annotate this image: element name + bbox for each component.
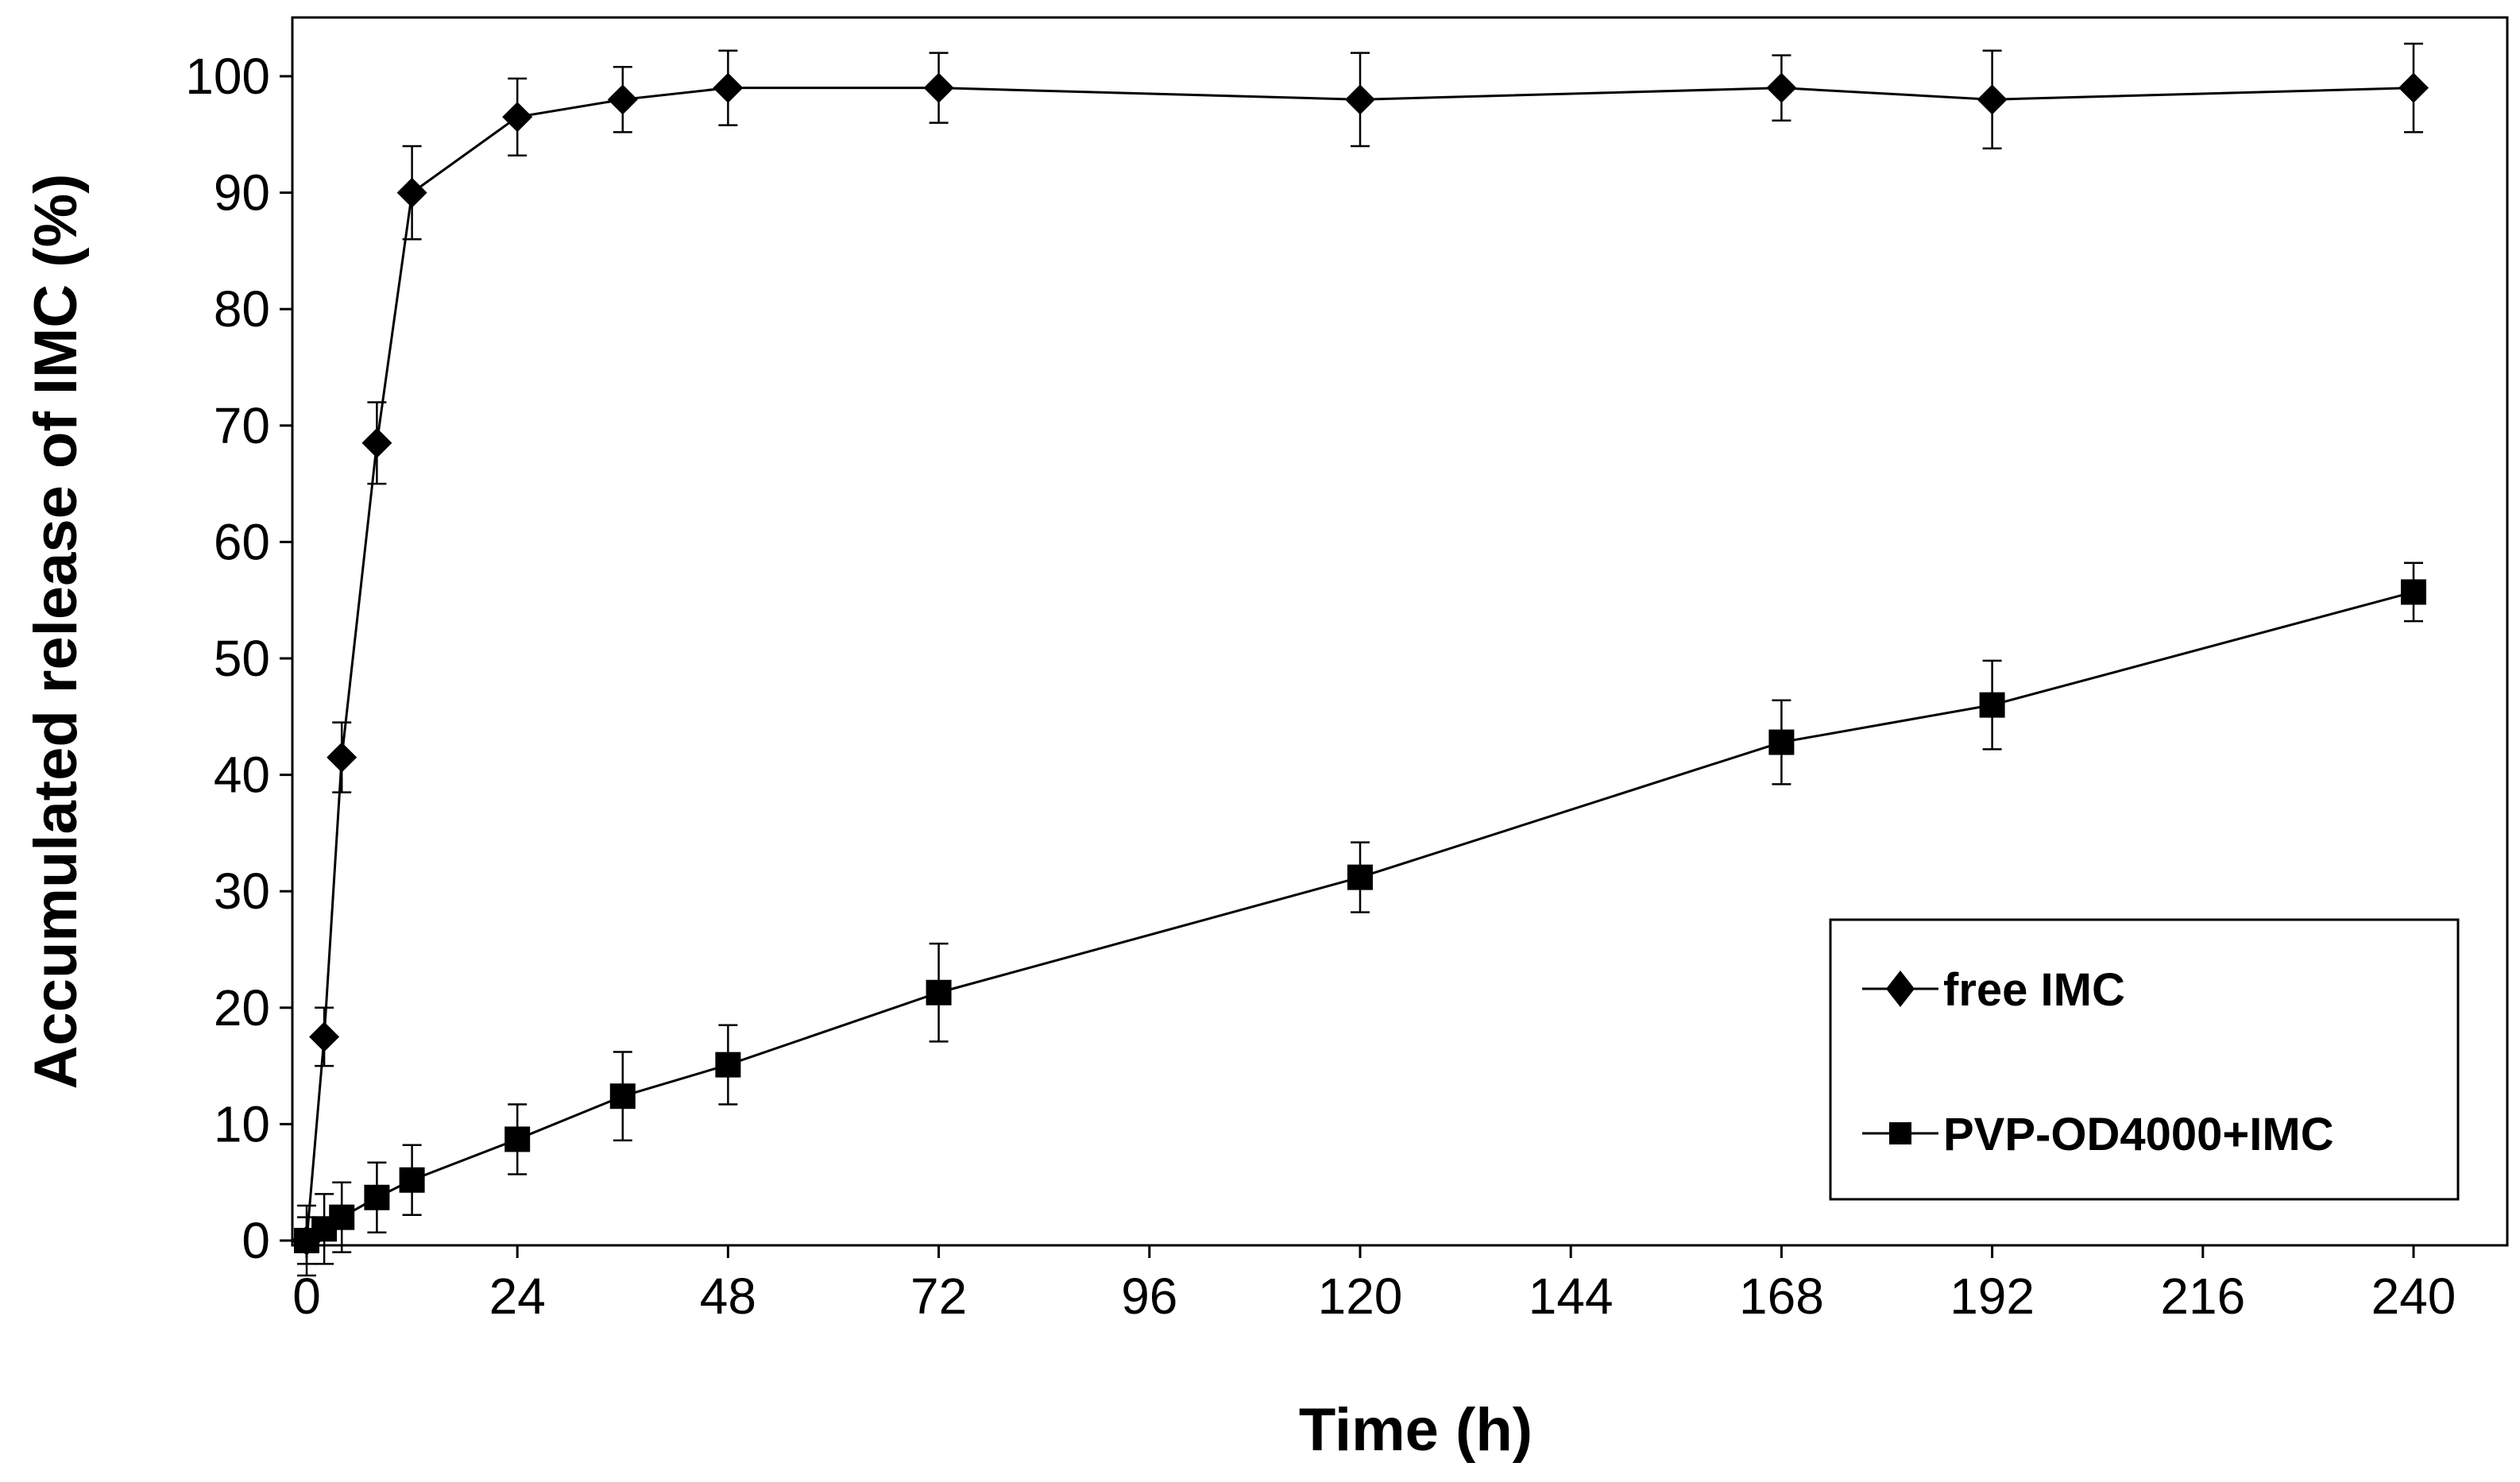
- x-tick-label: 240: [2371, 1268, 2456, 1325]
- series-free-imc: [292, 42, 2429, 1277]
- data-point-diamond: [1345, 84, 1375, 115]
- y-tick-label: 100: [185, 48, 270, 105]
- data-point-diamond: [361, 427, 392, 458]
- x-tick-label: 72: [910, 1268, 967, 1325]
- x-axis-ticks: 0 24 48 72 96 120 144 168 192 216 240: [292, 1245, 2456, 1325]
- y-tick-label: 10: [214, 1095, 270, 1152]
- legend-box: [1829, 918, 2460, 1201]
- legend-free-imc-diamond-icon: [1886, 971, 1915, 1007]
- data-point-diamond: [502, 102, 533, 133]
- x-tick-label: 144: [1529, 1268, 1614, 1325]
- data-point-diamond: [2398, 72, 2429, 103]
- series-layer: [292, 42, 2429, 1277]
- y-tick-label: 0: [242, 1212, 270, 1269]
- y-tick-label: 60: [214, 513, 270, 570]
- x-tick-label: 0: [292, 1268, 321, 1325]
- y-tick-label: 20: [214, 979, 270, 1036]
- y-axis-ticks: 0 10 20 30 40 50 60 70 80 90 100: [185, 48, 292, 1269]
- data-point-square: [609, 1083, 636, 1110]
- data-point-square: [504, 1126, 531, 1152]
- data-point-diamond: [396, 177, 427, 208]
- x-tick-label: 96: [1121, 1268, 1177, 1325]
- data-point-diamond: [923, 72, 954, 103]
- data-point-diamond: [1977, 84, 2008, 115]
- data-point-diamond: [607, 84, 638, 115]
- y-tick-label: 90: [214, 164, 270, 222]
- legend: free IMC PVP-OD4000+IMC: [1829, 918, 2460, 1201]
- data-point-square: [329, 1204, 355, 1230]
- data-point-square: [1979, 692, 2005, 718]
- x-tick-label: 48: [700, 1268, 756, 1325]
- y-tick-label: 50: [214, 630, 270, 687]
- data-point-square: [1768, 729, 1795, 755]
- x-tick-label: 24: [489, 1268, 546, 1325]
- y-tick-label: 40: [214, 747, 270, 804]
- data-point-square: [399, 1167, 425, 1193]
- y-tick-label: 80: [214, 280, 270, 338]
- series-pvp-od4000-imc: [294, 562, 2426, 1265]
- data-point-diamond: [309, 1021, 340, 1052]
- data-point-square: [926, 979, 952, 1005]
- x-tick-label: 216: [2160, 1268, 2245, 1325]
- plot-area-frame: [291, 16, 2509, 1247]
- y-axis-title: Accumulated release of IMC (%): [22, 174, 90, 1090]
- x-tick-label: 168: [1739, 1268, 1824, 1325]
- x-axis-title: Time (h): [1299, 1396, 1532, 1464]
- data-point-diamond: [713, 72, 744, 103]
- y-tick-label: 70: [214, 397, 270, 454]
- y-tick-label: 30: [214, 863, 270, 920]
- data-point-square: [2401, 579, 2426, 605]
- x-tick-label: 120: [1318, 1268, 1403, 1325]
- data-point-diamond: [1766, 72, 1797, 103]
- data-point-square: [364, 1184, 390, 1210]
- x-tick-label: 192: [1950, 1268, 2035, 1325]
- legend-label-pvp-od4000-imc: PVP-OD4000+IMC: [1943, 1109, 2334, 1160]
- data-point-square: [1347, 864, 1373, 890]
- legend-pvp-square-icon: [1889, 1122, 1911, 1144]
- data-point-square: [715, 1052, 741, 1078]
- data-point-diamond: [327, 742, 358, 773]
- legend-label-free-imc: free IMC: [1943, 964, 2125, 1016]
